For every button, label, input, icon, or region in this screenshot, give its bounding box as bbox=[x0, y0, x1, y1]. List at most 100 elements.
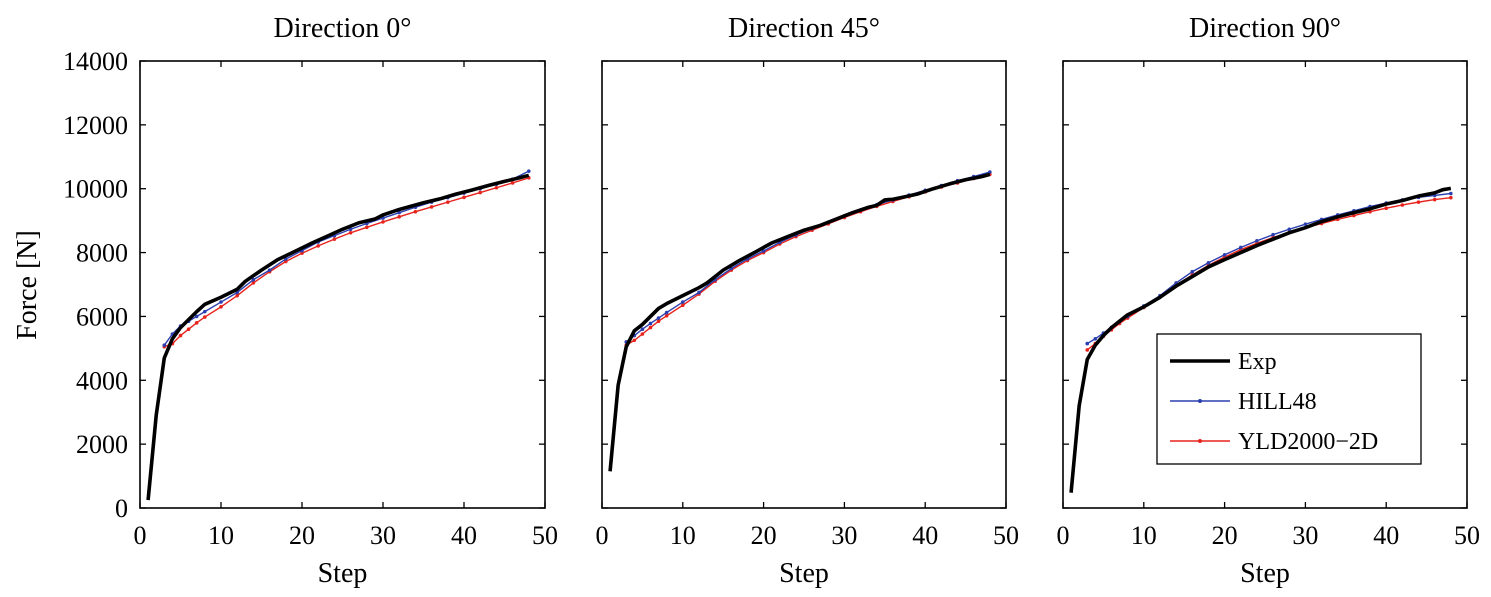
panel-2: Direction 45° 0 10 20 30 40 50 Step bbox=[596, 13, 1020, 589]
legend-marker bbox=[1198, 399, 1202, 403]
x-tick-label: 40 bbox=[912, 521, 938, 550]
legend-label: HILL48 bbox=[1238, 389, 1317, 415]
x-tick-label: 20 bbox=[289, 521, 315, 550]
data-point bbox=[429, 205, 434, 209]
data-point bbox=[664, 310, 669, 315]
data-point bbox=[365, 225, 369, 230]
x-tick-label: 20 bbox=[1212, 521, 1238, 550]
y-tick-label: 0 bbox=[115, 494, 128, 523]
x-tick-label: 50 bbox=[993, 521, 1019, 550]
plot-frame bbox=[601, 60, 1007, 509]
panel-1: Direction 0° 0 10 20 30 40 50 0 2000 4000 6000 8000… bbox=[63, 13, 558, 589]
data-point bbox=[510, 181, 515, 185]
x-tick-label: 0 bbox=[596, 521, 609, 550]
data-point bbox=[761, 249, 766, 253]
data-point bbox=[1206, 260, 1211, 265]
data-point bbox=[697, 290, 701, 295]
legend-marker bbox=[1198, 439, 1202, 443]
data-point bbox=[664, 313, 669, 318]
legend: Exp HILL48 YLD2000−2D bbox=[1156, 333, 1422, 465]
data-point bbox=[681, 303, 685, 308]
data-point bbox=[203, 315, 207, 319]
plot-frame bbox=[139, 60, 546, 509]
data-point bbox=[162, 343, 167, 347]
x-tick-label: 30 bbox=[831, 521, 857, 550]
data-point bbox=[1271, 232, 1275, 237]
data-point bbox=[1384, 206, 1388, 210]
panel-title: Direction 0° bbox=[274, 13, 412, 44]
data-point bbox=[1303, 222, 1308, 226]
data-point bbox=[1432, 197, 1437, 202]
y-tick-label: 8000 bbox=[76, 239, 128, 268]
x-tick-label: 30 bbox=[370, 521, 396, 550]
data-point bbox=[640, 332, 645, 336]
x-axis-label: Step bbox=[779, 558, 829, 589]
y-axis-label: Force [N] bbox=[12, 230, 43, 340]
data-point bbox=[1085, 348, 1090, 352]
data-point bbox=[1093, 336, 1098, 341]
y-tick-label: 10000 bbox=[63, 175, 128, 204]
data-point bbox=[1222, 253, 1227, 257]
data-point bbox=[267, 268, 272, 272]
plot-frame bbox=[1062, 60, 1468, 509]
data-point bbox=[300, 251, 304, 256]
data-point bbox=[640, 327, 645, 332]
data-point bbox=[1449, 195, 1453, 200]
y-tick-label: 6000 bbox=[76, 302, 128, 331]
series-line-exp bbox=[1069, 186, 1452, 493]
data-point bbox=[284, 259, 288, 264]
x-tick-label: 40 bbox=[451, 521, 477, 550]
data-point bbox=[219, 305, 223, 309]
x-axis-label: Step bbox=[318, 558, 368, 589]
data-point bbox=[527, 169, 531, 173]
x-tick-label: 10 bbox=[670, 521, 696, 550]
x-tick-label: 50 bbox=[532, 521, 558, 550]
data-point bbox=[251, 281, 256, 285]
series-line-yld2000-2d bbox=[625, 173, 991, 346]
data-point bbox=[1416, 200, 1421, 204]
data-point bbox=[348, 230, 353, 235]
data-point bbox=[1085, 341, 1090, 346]
data-point bbox=[1255, 238, 1259, 243]
y-tick-label: 14000 bbox=[63, 47, 128, 76]
x-tick-label: 50 bbox=[1454, 521, 1480, 550]
data-point bbox=[462, 195, 466, 200]
data-point bbox=[494, 185, 499, 190]
data-point bbox=[251, 277, 256, 282]
data-point bbox=[332, 237, 337, 241]
data-point bbox=[648, 325, 653, 330]
data-point bbox=[381, 220, 385, 224]
panel-title: Direction 90° bbox=[1189, 13, 1341, 44]
data-point bbox=[194, 314, 199, 319]
data-point bbox=[1400, 203, 1405, 207]
data-point bbox=[1287, 227, 1292, 232]
series-line-hill48 bbox=[163, 170, 530, 346]
data-point bbox=[178, 333, 183, 338]
series-line-yld2000-2d bbox=[1086, 196, 1451, 351]
data-point bbox=[1449, 191, 1453, 196]
data-point bbox=[446, 200, 450, 204]
data-point bbox=[413, 209, 418, 214]
series-line-hill48 bbox=[625, 171, 991, 343]
data-point bbox=[194, 321, 199, 325]
x-tick-label: 40 bbox=[1373, 521, 1399, 550]
x-tick-label: 30 bbox=[1292, 521, 1318, 550]
x-tick-label: 20 bbox=[751, 521, 777, 550]
x-tick-label: 10 bbox=[208, 521, 234, 550]
data-point bbox=[348, 227, 353, 232]
data-point bbox=[656, 316, 661, 320]
series-line-hill48 bbox=[1086, 192, 1451, 345]
y-tick-label: 12000 bbox=[63, 111, 128, 140]
data-point bbox=[478, 190, 483, 195]
x-tick-label: 0 bbox=[134, 521, 147, 550]
legend-label: YLD2000−2D bbox=[1238, 429, 1378, 455]
data-point bbox=[648, 321, 653, 326]
panel-title: Direction 45° bbox=[728, 13, 880, 44]
series-line-yld2000-2d bbox=[164, 177, 530, 348]
legend-label: Exp bbox=[1238, 349, 1277, 375]
y-tick-label: 4000 bbox=[76, 366, 128, 395]
y-tick-label: 2000 bbox=[76, 430, 128, 459]
panel-3: Direction 90° 0 10 20 30 40 50 Step bbox=[1057, 13, 1481, 589]
series-line-exp bbox=[146, 173, 530, 501]
